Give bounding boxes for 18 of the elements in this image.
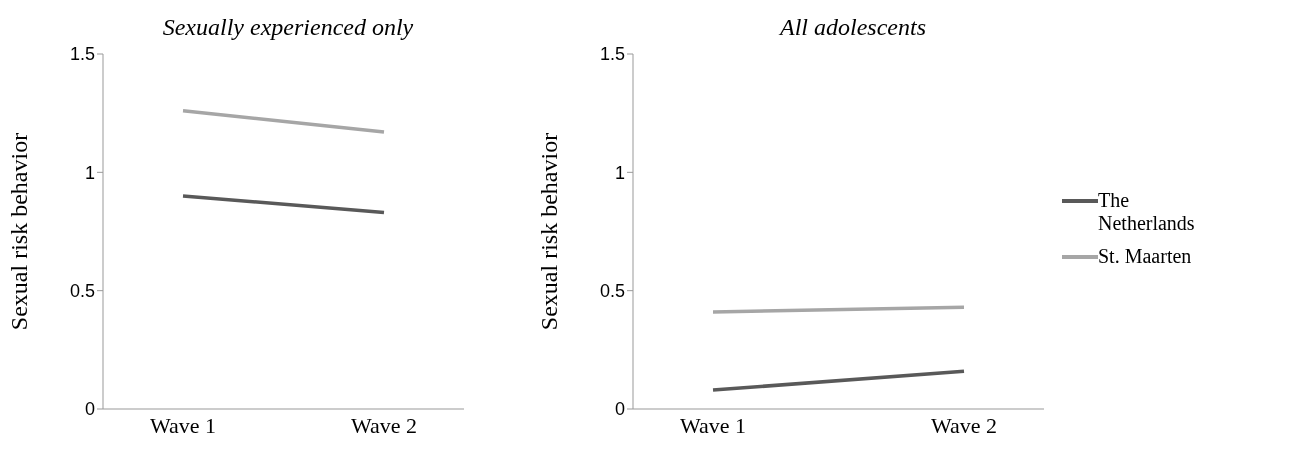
legend-label: St. Maarten: [1098, 245, 1192, 268]
y-tick-label: 0.5: [69, 281, 95, 302]
chart-title: All adolescents: [778, 14, 927, 41]
y-tick-label: 1.5: [69, 44, 95, 65]
y-axis-title: Sexual risk behavior: [535, 132, 562, 331]
y-axis-title: Sexual risk behavior: [5, 132, 32, 331]
x-tick-label: Wave 2: [350, 412, 418, 438]
legend-label: The Netherlands: [1098, 189, 1196, 235]
x-tick-label: Wave 1: [679, 412, 747, 438]
x-tick-label: Wave 1: [149, 412, 217, 438]
y-tick-label: 0: [84, 399, 95, 420]
y-tick-label: 0: [614, 399, 625, 420]
y-tick-label: 1: [614, 162, 625, 183]
y-tick-label: 1.5: [599, 44, 625, 65]
x-tick-label: Wave 2: [930, 412, 998, 438]
y-tick-label: 0.5: [599, 281, 625, 302]
chart-title: Sexually experienced only: [161, 14, 415, 41]
y-tick-label: 1: [84, 162, 95, 183]
